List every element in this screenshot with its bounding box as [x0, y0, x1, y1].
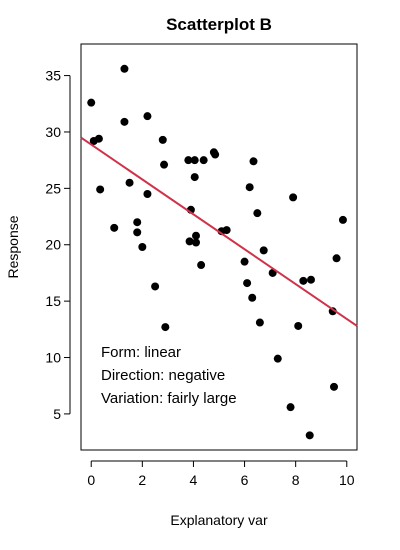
- data-point: [185, 237, 194, 246]
- data-point: [305, 431, 314, 440]
- data-point: [289, 193, 298, 202]
- x-tick-label: 0: [87, 472, 95, 488]
- data-point: [192, 238, 200, 247]
- data-point: [255, 318, 264, 327]
- chart-title: Scatterplot B: [166, 15, 272, 34]
- regression-line: [80, 136, 358, 327]
- data-point: [192, 231, 200, 240]
- data-point: [240, 257, 249, 266]
- data-point: [96, 185, 105, 194]
- y-axis: 5 10 15 20 25 30 35: [45, 68, 71, 422]
- data-point: [94, 134, 103, 143]
- data-point: [328, 307, 337, 316]
- data-point: [120, 117, 129, 126]
- data-point: [133, 218, 142, 227]
- data-point: [248, 293, 257, 302]
- data-point: [259, 246, 268, 255]
- x-tick-label: 2: [138, 472, 146, 488]
- data-point: [158, 135, 167, 144]
- y-tick-label: 35: [45, 68, 61, 84]
- data-point: [143, 189, 152, 198]
- data-point: [190, 173, 199, 182]
- data-point: [199, 156, 208, 165]
- data-point: [120, 64, 129, 73]
- data-point: [286, 403, 295, 412]
- data-point: [125, 178, 134, 187]
- data-point: [245, 183, 254, 192]
- plot-frame: [80, 43, 358, 451]
- data-point: [253, 209, 262, 218]
- data-point: [211, 150, 220, 159]
- data-point: [299, 276, 308, 285]
- data-point: [143, 112, 152, 121]
- x-tick-label: 8: [292, 472, 300, 488]
- data-points: [87, 64, 347, 440]
- data-point: [332, 254, 341, 263]
- x-axis-title: Explanatory var: [170, 512, 268, 528]
- y-axis-title: Response: [5, 215, 21, 278]
- y-tick-label: 20: [45, 237, 61, 253]
- data-point: [160, 160, 169, 169]
- data-point: [161, 323, 170, 332]
- x-tick-label: 4: [190, 472, 198, 488]
- data-point: [273, 354, 282, 363]
- data-point: [110, 223, 119, 232]
- data-point: [249, 157, 258, 166]
- annotation-variation: Variation: fairly large: [101, 390, 237, 407]
- y-tick-label: 10: [45, 350, 61, 366]
- data-point: [87, 98, 96, 107]
- annotation-form: Form: linear: [101, 344, 181, 361]
- annotation-block: Form: linear Direction: negative Variati…: [101, 344, 237, 407]
- y-tick-label: 15: [45, 293, 61, 309]
- data-point: [294, 321, 303, 330]
- data-point: [338, 215, 347, 224]
- x-axis: 0 2 4 6 8 10: [87, 460, 355, 488]
- data-point: [197, 261, 206, 270]
- data-point: [138, 243, 147, 251]
- data-point: [307, 275, 315, 284]
- data-point: [243, 279, 252, 288]
- data-point: [190, 156, 199, 165]
- data-point: [222, 226, 231, 235]
- data-point: [330, 382, 338, 391]
- annotation-direction: Direction: negative: [101, 367, 225, 384]
- data-point: [184, 156, 193, 165]
- data-point: [151, 282, 160, 291]
- y-tick-label: 5: [53, 406, 61, 422]
- data-point: [133, 228, 142, 237]
- x-tick-label: 10: [339, 472, 355, 488]
- y-tick-label: 30: [45, 124, 61, 140]
- x-tick-label: 6: [241, 472, 249, 488]
- y-tick-label: 25: [45, 180, 61, 196]
